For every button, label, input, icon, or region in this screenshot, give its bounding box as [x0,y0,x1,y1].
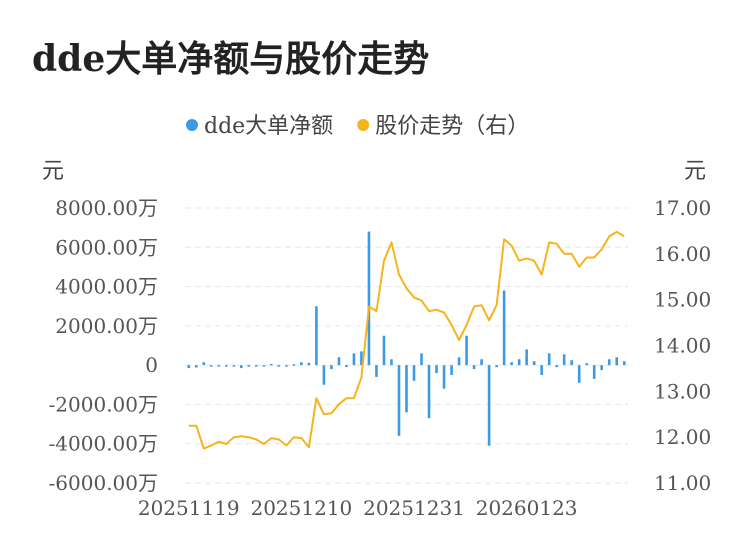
left-tick-label: -6000.00万 [49,471,158,495]
dde-bar [547,353,551,366]
dde-bar [405,365,408,413]
right-tick-label: 14.00 [654,334,711,358]
left-axis-ticks: 8000.00万 6000.00万 4000.00万 2000.00万 0 -2000.0… [49,196,158,495]
dde-bar [585,363,589,366]
x-tick-label: 20251231 [363,496,465,520]
dde-bar [480,359,483,366]
dde-bar [247,365,251,367]
legend: dde大单净额 股价走势（右） [186,114,529,139]
dde-bar [457,357,461,366]
dde-bar [375,365,378,377]
dde-bar [277,365,281,367]
dde-bar [270,363,273,366]
x-axis-ticks: 20251119 20251210 20251231 20260123 [138,496,578,520]
dde-bar [472,365,476,370]
dde-bar [442,365,446,389]
dde-bar [194,365,198,368]
dde-bars [187,231,626,446]
dde-bar [615,357,619,366]
dde-bar [209,365,213,367]
left-tick-label: 2000.00万 [55,314,158,338]
left-tick-label: -2000.00万 [49,392,158,416]
price-line [188,230,625,450]
x-tick-label: 20251210 [250,496,352,520]
right-tick-label: 16.00 [654,242,711,266]
dde-bar [337,357,341,366]
dde-bar [390,359,393,366]
dde-bar [607,359,611,366]
dde-bar [510,362,513,366]
left-tick-label: 8000.00万 [55,196,158,220]
dde-bar [592,365,596,379]
dde-bar [232,365,236,367]
legend-label-0: dde大单净额 [204,114,333,139]
dde-bar [285,365,288,367]
dde-bar [562,354,566,366]
dde-bar [577,365,581,383]
right-axis-ticks: 17.00 16.00 15.00 14.00 13.00 12.00 11.00 [654,196,711,495]
dde-bar [487,365,491,446]
dde-bar [292,364,296,366]
left-tick-label: 0 [145,353,158,377]
dde-bar [367,231,371,366]
dde-bar [300,362,303,366]
chart-title: dde大单净额与股价走势 [32,38,430,80]
dde-bar [307,362,311,366]
right-tick-label: 13.00 [654,379,711,403]
dde-bar [202,362,206,366]
dde-bar [330,365,333,370]
dde-bar [382,335,386,366]
left-axis-unit: 元 [42,159,64,184]
dde-bar [465,335,468,366]
dde-bar [315,306,318,366]
dde-bar [435,365,438,373]
dde-bar [397,365,401,436]
dde-bar [420,353,423,366]
dde-bar [187,365,191,369]
dde-bar [262,365,266,367]
right-tick-label: 11.00 [654,471,711,495]
dde-bar [502,290,506,366]
dde-bar [532,361,536,366]
dde-bar [345,365,348,368]
legend-marker-1 [357,119,370,131]
dde-bar [570,360,573,366]
dde-bar [555,365,558,368]
dde-bar [217,365,221,367]
dde-bar [360,351,363,366]
x-tick-label: 20260123 [476,496,578,520]
left-tick-label: -4000.00万 [49,432,158,456]
price-polyline [188,230,625,450]
left-tick-label: 6000.00万 [55,235,158,259]
right-axis-unit: 元 [684,159,706,184]
right-tick-label: 15.00 [654,288,711,312]
dde-bar [450,365,453,375]
legend-label-1: 股价走势（右） [375,114,529,139]
dde-bar [240,365,243,369]
dde-bar [224,365,228,367]
dde-bar [255,365,258,367]
right-tick-label: 12.00 [654,425,711,449]
left-tick-label: 4000.00万 [55,275,158,299]
x-tick-label: 20251119 [138,496,240,520]
dde-bar [517,359,521,366]
dde-bar [322,365,326,385]
dde-bar [427,365,431,419]
dde-bar [495,365,498,368]
dde-bar [525,349,528,366]
dde-bar [540,365,543,375]
dde-bar [622,361,626,366]
right-tick-label: 17.00 [654,196,711,220]
legend-marker-0 [186,119,198,131]
dde-bar [352,353,356,366]
dde-bar [412,365,416,381]
dde-bar [600,365,604,371]
